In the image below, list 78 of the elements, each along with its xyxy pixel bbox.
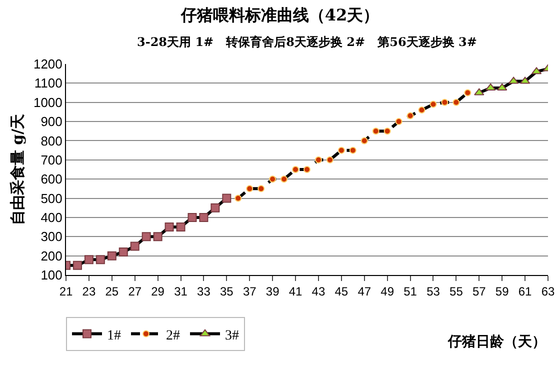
x-tick-label: 29 [151, 284, 165, 298]
x-tick-label: 21 [59, 284, 73, 298]
y-tick-label: 100 [40, 268, 62, 283]
point [384, 128, 391, 135]
point [142, 232, 151, 242]
x-tick-label: 47 [358, 284, 372, 298]
x-tick-label: 33 [197, 284, 211, 298]
point [406, 112, 414, 120]
point [395, 118, 402, 126]
point [326, 156, 334, 164]
point [372, 128, 380, 135]
point [188, 212, 197, 222]
x-tick-label: 41 [288, 284, 303, 298]
point [72, 260, 82, 270]
x-tick-label: 57 [472, 284, 486, 298]
point [246, 185, 254, 192]
point [199, 212, 208, 222]
x-tick-label: 43 [312, 284, 326, 298]
point [96, 255, 105, 264]
point [176, 222, 186, 232]
point [107, 251, 116, 260]
y-tick-label: 400 [40, 210, 62, 225]
y-tick-label: 200 [40, 248, 62, 264]
point [474, 88, 484, 96]
point [360, 137, 368, 144]
point [292, 166, 300, 173]
x-tick-label: 39 [266, 284, 280, 298]
x-tick-label: 59 [495, 284, 510, 298]
point [164, 222, 174, 232]
x-tick-label: 51 [404, 284, 418, 298]
point [234, 194, 242, 202]
point [280, 176, 288, 183]
x-tick-label: 45 [334, 284, 348, 298]
x-tick-label: 23 [82, 284, 96, 298]
x-tick-label: 25 [105, 284, 119, 298]
y-tick-label: 600 [40, 172, 62, 187]
point [430, 100, 437, 108]
point [210, 203, 220, 212]
y-tick-label: 800 [40, 133, 62, 148]
x-tick-label: 37 [242, 284, 257, 298]
x-tick-label: 61 [518, 284, 532, 298]
x-tick-label: 35 [220, 284, 234, 298]
x-axis-title: 仔猪日龄（天） [447, 334, 546, 350]
y-tick-label: 900 [40, 114, 62, 130]
x-tick-label: 31 [174, 284, 188, 298]
y-tick-label: 1200 [33, 56, 62, 72]
point [418, 106, 426, 114]
point [304, 166, 310, 173]
x-tick-label: 55 [450, 284, 464, 298]
legend-label: 3# [225, 328, 239, 344]
chart-title: 仔猪喂料标准曲线（42天） [180, 5, 380, 24]
point [118, 247, 128, 256]
point [338, 146, 345, 154]
chart-subtitle: 3-28天用 1# 转保育舍后8天逐步换 2# 第56天逐步换 3# [137, 35, 477, 49]
x-tick-label: 63 [541, 284, 555, 298]
point [486, 83, 496, 90]
y-tick-label: 1100 [34, 76, 62, 91]
x-tick-label: 53 [426, 284, 440, 298]
point [153, 232, 162, 242]
point [269, 176, 276, 183]
legend-label: 2# [166, 328, 180, 344]
point [349, 146, 356, 154]
y-tick-label: 500 [40, 190, 62, 206]
point [464, 89, 472, 96]
point [441, 98, 448, 106]
y-tick-label: 300 [40, 229, 62, 244]
point [130, 242, 140, 251]
x-tick-label: 27 [128, 284, 142, 298]
point [452, 98, 460, 106]
y-axis-title: 自由采食量 g/天 [8, 112, 27, 226]
y-tick-label: 1000 [33, 94, 62, 110]
point [314, 156, 322, 164]
x-tick-label: 49 [380, 284, 394, 298]
legend-label: 1# [107, 328, 121, 344]
y-tick-label: 700 [40, 152, 62, 168]
point [222, 194, 232, 203]
point [258, 185, 265, 192]
point [84, 255, 94, 264]
